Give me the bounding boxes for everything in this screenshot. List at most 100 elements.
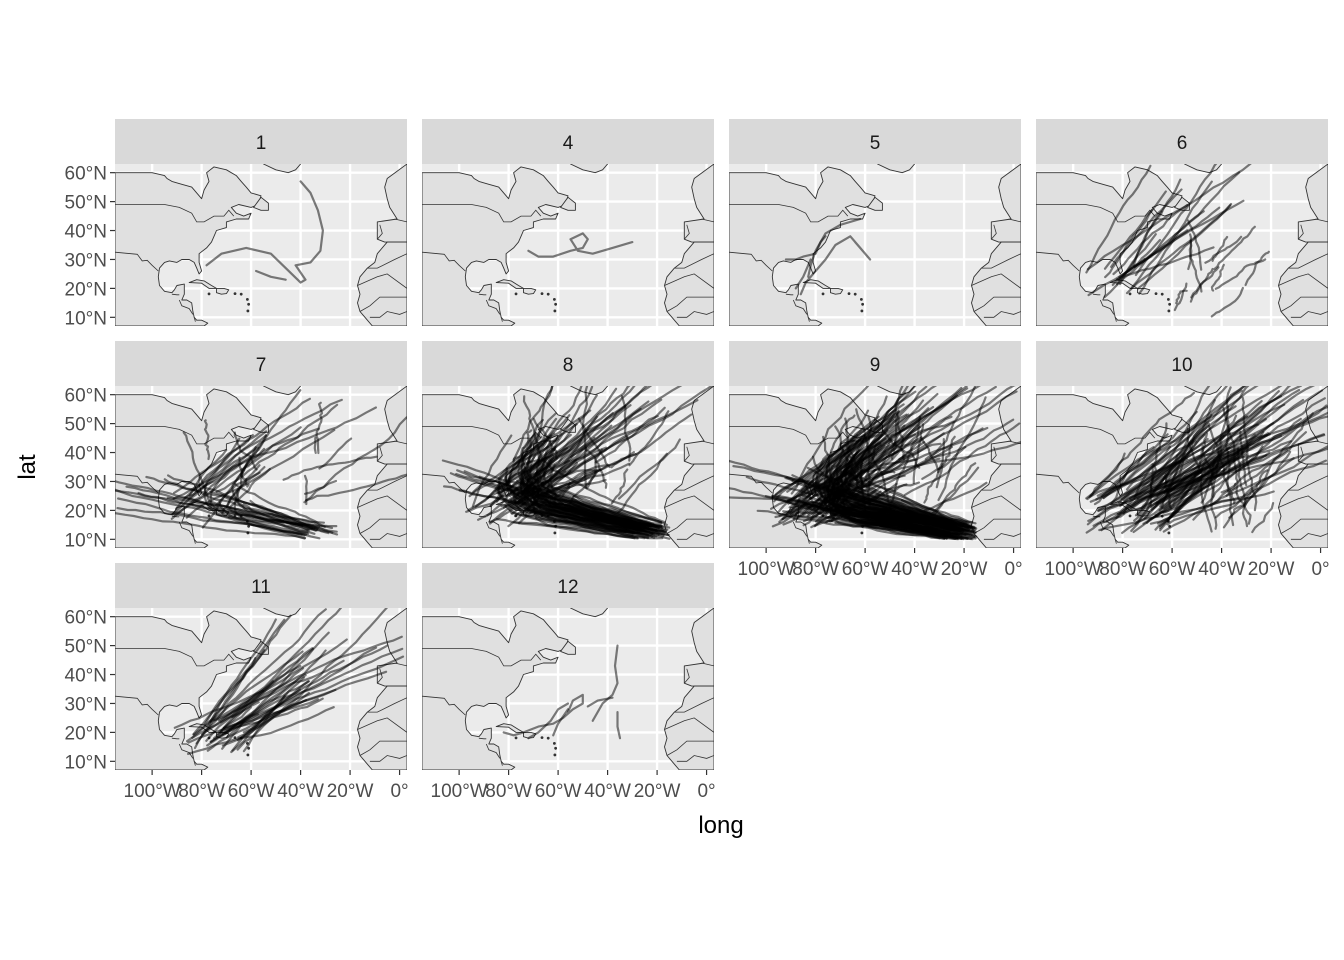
storm-track [569, 386, 648, 458]
country-border [973, 518, 1021, 534]
storm-track [471, 434, 513, 508]
facet-strip [729, 341, 1021, 386]
map-panel-9 [729, 386, 1021, 548]
storm-track [610, 468, 629, 505]
country-border [359, 740, 407, 756]
storm-track [282, 455, 378, 481]
storm-track [1137, 203, 1233, 290]
x-tick-label: 0° [697, 781, 715, 802]
facet-panel-8: 8 [422, 341, 714, 548]
land-north-america [115, 166, 262, 326]
map-panel-5 [729, 164, 1021, 326]
storm-track [228, 516, 316, 535]
storm-track [305, 473, 407, 502]
country-border [115, 473, 159, 494]
storm-track [1169, 390, 1280, 519]
y-tick-label: 40°N [65, 444, 107, 465]
storm-track [527, 232, 634, 258]
y-tick-label: 10°N [65, 752, 107, 773]
storm-track [584, 446, 608, 489]
island [247, 524, 251, 528]
x-tick-label: 0° [1004, 559, 1022, 580]
storm-track [222, 698, 319, 729]
facet-strip [115, 341, 407, 386]
country-border [394, 440, 407, 445]
map-panel-4 [422, 164, 714, 326]
storm-track [213, 659, 345, 722]
map-panel-1 [115, 164, 407, 326]
facet-panel-1: 1 10°N 20°N 30°N 40°N 50°N 60°N [65, 119, 407, 329]
storm-track [1145, 489, 1190, 524]
island [553, 531, 557, 535]
country-border [674, 697, 714, 713]
country-border [792, 521, 808, 537]
storm-track [790, 386, 870, 495]
y-tick-label: 40°N [65, 666, 107, 687]
island [1128, 514, 1132, 518]
country-border [485, 743, 501, 759]
country-border [178, 743, 194, 759]
storm-track [1244, 250, 1270, 287]
country-border [1114, 539, 1117, 544]
country-border [478, 293, 487, 296]
country-border [115, 695, 159, 716]
country-border [193, 539, 196, 544]
country-border [422, 648, 542, 667]
facet-strip-label: 12 [557, 577, 578, 598]
island [860, 309, 864, 313]
x-tick-label: 0° [390, 781, 408, 802]
storm-track [504, 504, 642, 535]
island [847, 292, 851, 295]
storm-track [218, 501, 306, 537]
land-north-america [422, 610, 569, 770]
island [540, 292, 544, 295]
storm-track [225, 471, 334, 534]
country-border [683, 224, 690, 240]
land-greenland [263, 164, 302, 174]
storm-track [209, 664, 302, 723]
storm-track [172, 406, 377, 500]
storm-track [827, 454, 907, 519]
y-tick-label: 50°N [65, 415, 107, 436]
storm-track [215, 403, 339, 493]
land-africa [1278, 463, 1328, 548]
storm-track [472, 438, 560, 494]
storm-track [534, 512, 664, 540]
storm-tracks [173, 608, 405, 755]
storm-track [771, 403, 905, 499]
storm-tracks [1085, 386, 1328, 534]
country-border [115, 648, 235, 667]
storm-track [610, 413, 693, 469]
y-tick-label: 30°N [65, 472, 107, 493]
country-border [971, 495, 1021, 511]
storm-track [238, 456, 250, 488]
storm-track [187, 706, 335, 755]
island [239, 292, 243, 296]
island [821, 292, 825, 296]
storm-track [1134, 164, 1218, 277]
country-border [785, 293, 794, 296]
country-border [666, 518, 714, 534]
storm-track [205, 180, 324, 284]
country-border [178, 521, 194, 537]
country-border [1092, 293, 1101, 296]
storm-track [145, 475, 326, 528]
country-border [369, 533, 407, 540]
storm-track [620, 394, 632, 462]
storm-track [303, 474, 308, 506]
storm-track [807, 217, 862, 278]
island [514, 736, 518, 740]
storm-track [1211, 235, 1229, 262]
country-border [973, 296, 1021, 312]
country-border [478, 737, 487, 740]
country-border [971, 273, 1021, 289]
storm-track [1213, 225, 1256, 271]
land-cuba [802, 279, 831, 289]
storm-track [221, 644, 389, 735]
country-border [664, 273, 714, 289]
storm-track [212, 706, 253, 740]
y-tick-label: 20°N [65, 279, 107, 300]
country-border [792, 299, 808, 315]
facet-panel-5: 5 [729, 119, 1021, 326]
